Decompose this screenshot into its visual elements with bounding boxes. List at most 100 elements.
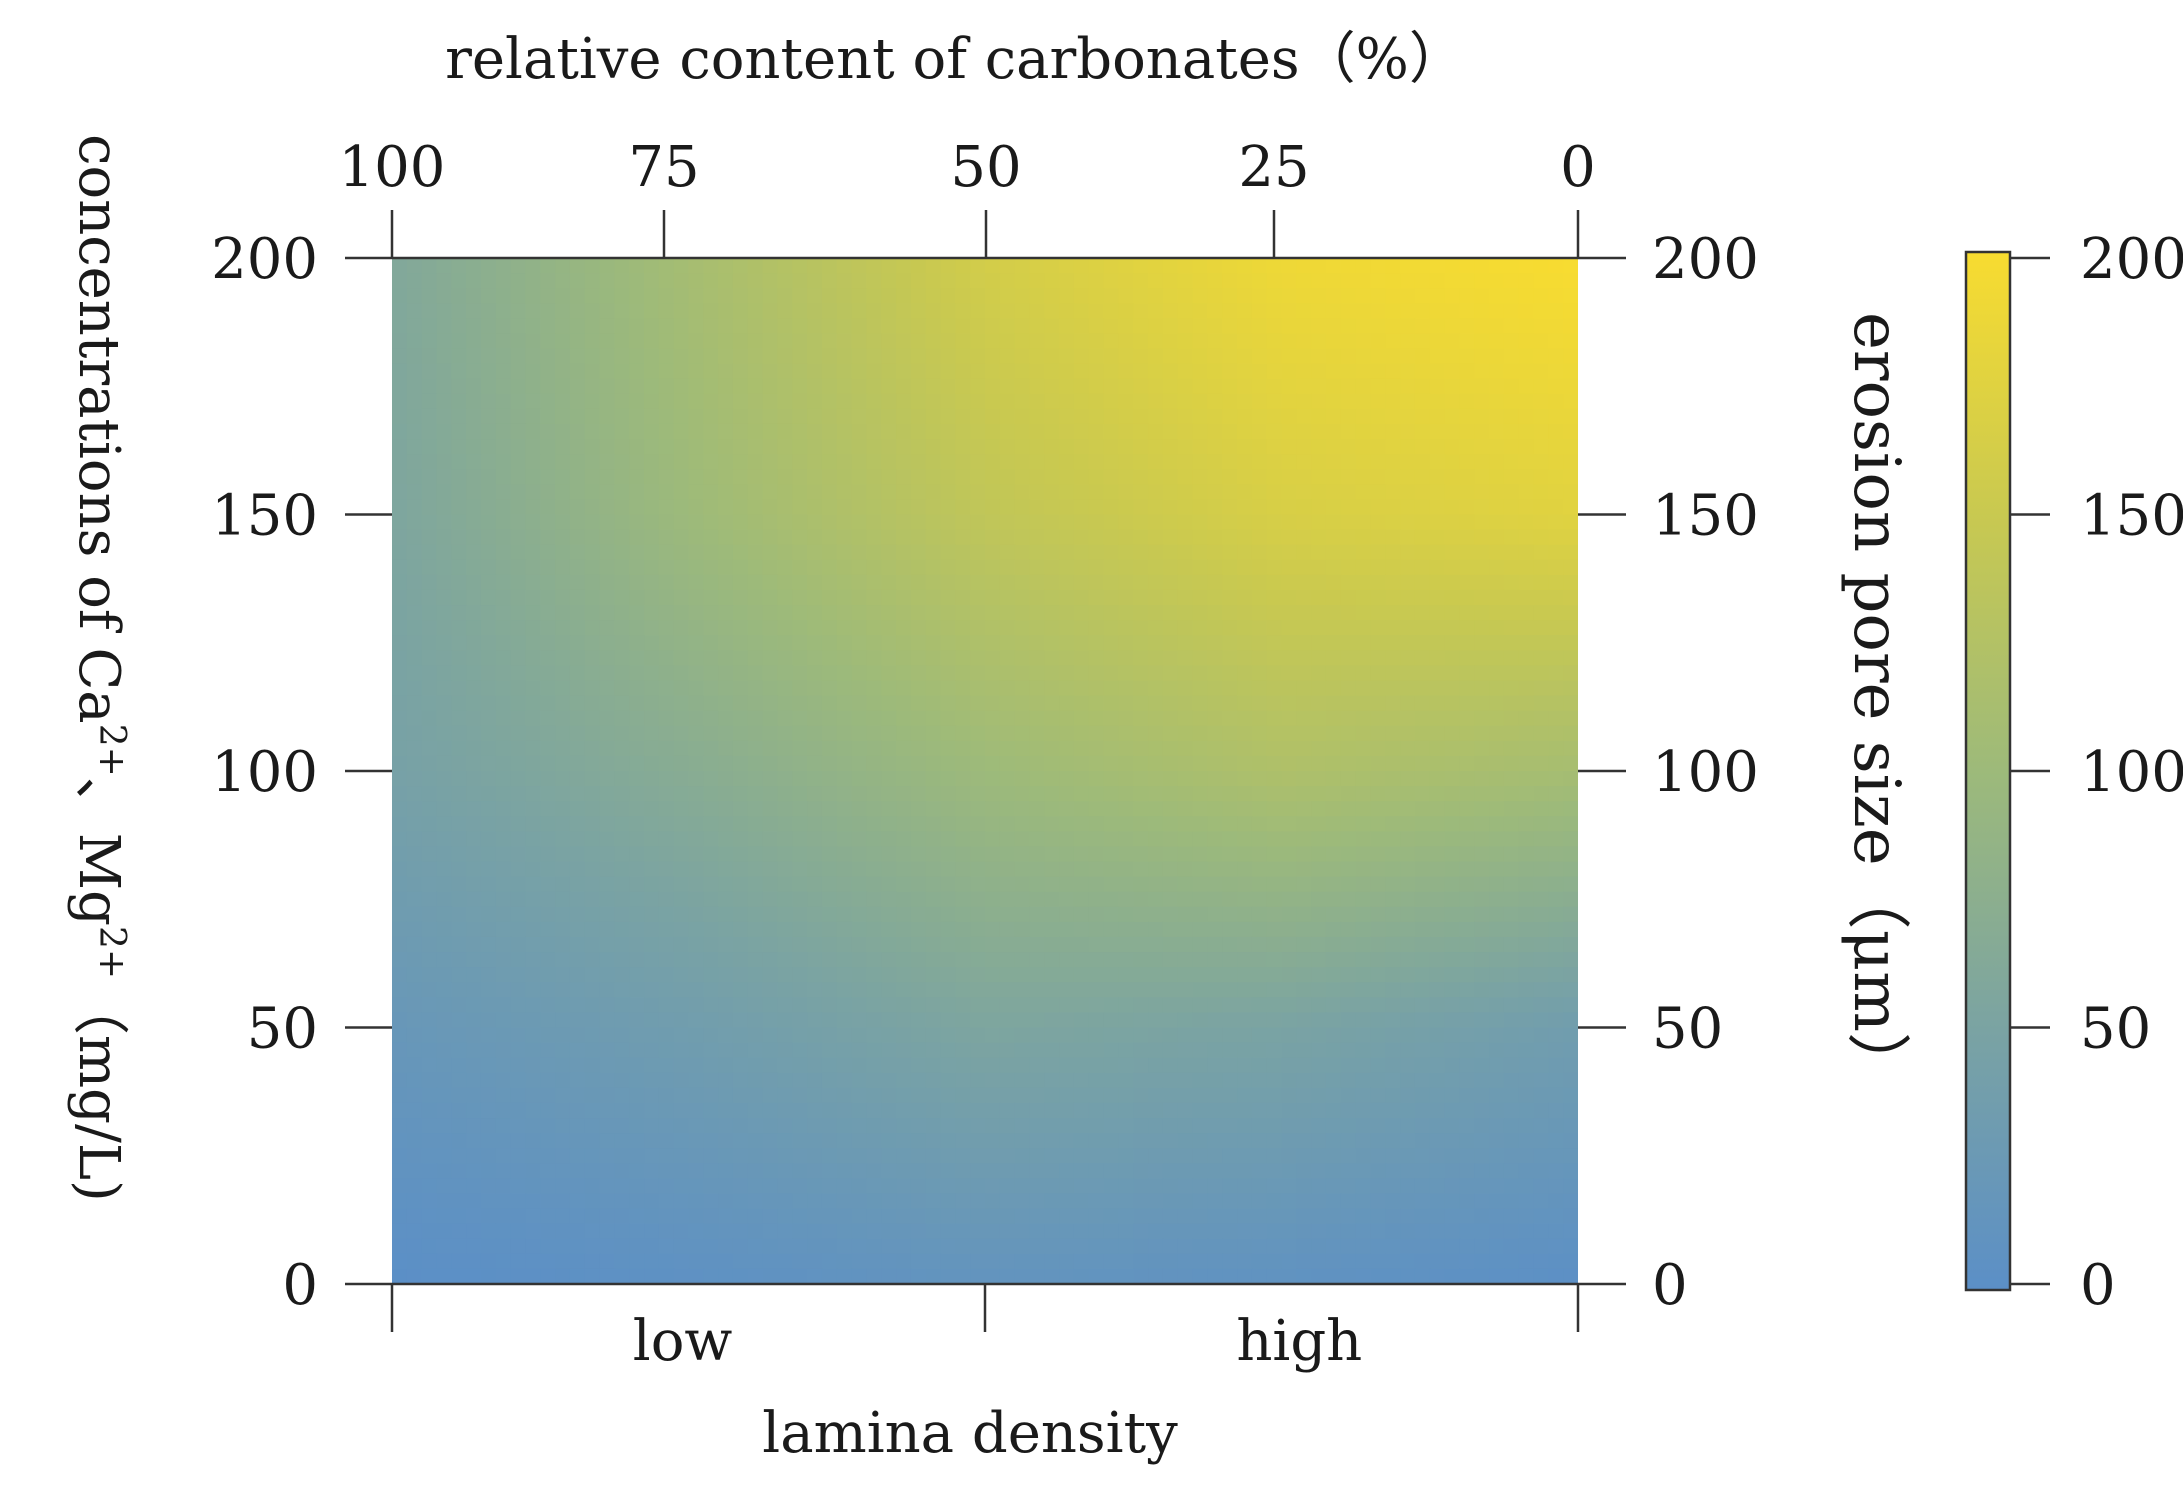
heatmap-cell — [1444, 771, 1461, 787]
heatmap-cell — [940, 408, 957, 425]
heatmap-cell — [1533, 771, 1550, 787]
heatmap-cell — [466, 725, 482, 742]
heatmap-cell — [451, 982, 467, 999]
heatmap-cell — [1192, 952, 1209, 968]
heatmap-cell — [1148, 861, 1164, 878]
heatmap-cell — [673, 1178, 690, 1195]
heatmap-cell — [1296, 755, 1312, 772]
heatmap-cell — [555, 1193, 571, 1210]
heatmap-cell — [688, 605, 705, 621]
heatmap-cell — [1192, 378, 1209, 395]
heatmap-cell — [1073, 423, 1090, 440]
heatmap-cell — [1118, 831, 1135, 848]
heatmap-cell — [1400, 288, 1416, 305]
heatmap-cell — [599, 665, 616, 682]
heatmap-cell — [1133, 439, 1149, 455]
heatmap-cell — [807, 740, 823, 757]
heatmap-cell — [807, 559, 823, 576]
heatmap-cell — [1192, 650, 1209, 667]
heatmap-cell — [1444, 1072, 1461, 1089]
heatmap-cell — [970, 258, 986, 274]
heatmap-cell — [985, 620, 1001, 637]
heatmap-cell — [1355, 439, 1372, 455]
heatmap-cell — [1251, 484, 1268, 501]
heatmap-cell — [510, 831, 527, 848]
heatmap-cell — [495, 1072, 512, 1089]
heatmap-cell — [658, 967, 675, 984]
heatmap-cell — [851, 1133, 868, 1150]
heatmap-cell — [1400, 484, 1416, 501]
heatmap-cell — [1162, 1027, 1179, 1044]
heatmap-cell — [540, 786, 556, 802]
heatmap-cell — [1429, 544, 1446, 561]
heatmap-cell — [1325, 589, 1342, 606]
heatmap-cell — [1192, 393, 1209, 410]
heatmap-cell — [1414, 288, 1431, 305]
heatmap-cell — [480, 363, 497, 380]
heatmap-cell — [1400, 1012, 1416, 1029]
heatmap-cell — [584, 846, 601, 863]
heatmap-cell — [762, 544, 779, 561]
heatmap-cell — [1103, 1027, 1120, 1044]
heatmap-cell — [1207, 710, 1224, 727]
heatmap-cell — [1311, 589, 1327, 606]
heatmap-cell — [1118, 288, 1135, 305]
heatmap-cell — [466, 1178, 482, 1195]
heatmap-cell — [1474, 921, 1490, 938]
heatmap-cell — [821, 1102, 838, 1119]
heatmap-cell — [1177, 846, 1194, 863]
heatmap-cell — [1088, 650, 1105, 667]
heatmap-cell — [406, 771, 423, 787]
heatmap-cell — [1148, 454, 1164, 471]
heatmap-cell — [821, 801, 838, 818]
heatmap-cell — [777, 1027, 794, 1044]
heatmap-cell — [1237, 589, 1253, 606]
heatmap-cell — [821, 755, 838, 772]
heatmap-cell — [1162, 1163, 1179, 1180]
heatmap-cell — [1029, 1133, 1046, 1150]
heatmap-cell — [1370, 876, 1387, 893]
heatmap-cell — [1400, 1072, 1416, 1089]
heatmap-cell — [925, 408, 942, 425]
heatmap-cell — [1088, 363, 1105, 380]
heatmap-cell — [1518, 333, 1535, 350]
heatmap-cell — [495, 891, 512, 908]
heatmap-cell — [1192, 1027, 1209, 1044]
heatmap-cell — [1088, 1012, 1105, 1029]
heatmap-cell — [866, 921, 883, 938]
heatmap-cell — [985, 831, 1001, 848]
heatmap-cell — [1459, 952, 1476, 968]
heatmap-cell — [569, 574, 586, 591]
heatmap-cell — [1029, 514, 1046, 531]
heatmap-cell — [510, 997, 527, 1014]
heatmap-cell — [1251, 393, 1268, 410]
heatmap-cell — [1177, 695, 1194, 712]
heatmap-cell — [1325, 1012, 1342, 1029]
heatmap-cell — [525, 635, 542, 652]
heatmap-cell — [1281, 574, 1298, 591]
heatmap-cell — [1251, 997, 1268, 1014]
heatmap-cell — [985, 469, 1001, 486]
heatmap-cell — [925, 906, 942, 923]
heatmap-cell — [1073, 1087, 1090, 1104]
heatmap-cell — [762, 1163, 779, 1180]
heatmap-cell — [658, 710, 675, 727]
heatmap-cell — [792, 1193, 808, 1210]
heatmap-cell — [1073, 318, 1090, 335]
heatmap-cell — [985, 348, 1001, 365]
heatmap-cell — [762, 936, 779, 953]
heatmap-cell — [777, 665, 794, 682]
heatmap-cell — [658, 1193, 675, 1210]
heatmap-cell — [910, 574, 927, 591]
heatmap-cell — [1177, 740, 1194, 757]
heatmap-cell — [1192, 1072, 1209, 1089]
heatmap-cell — [718, 529, 734, 546]
heatmap-cell — [421, 1133, 438, 1150]
heatmap-cell — [792, 846, 808, 863]
heatmap-cell — [1044, 1027, 1060, 1044]
heatmap-cell — [718, 891, 734, 908]
heatmap-cell — [821, 605, 838, 621]
heatmap-cell — [525, 936, 542, 953]
heatmap-cell — [555, 454, 571, 471]
heatmap-cell — [629, 514, 645, 531]
